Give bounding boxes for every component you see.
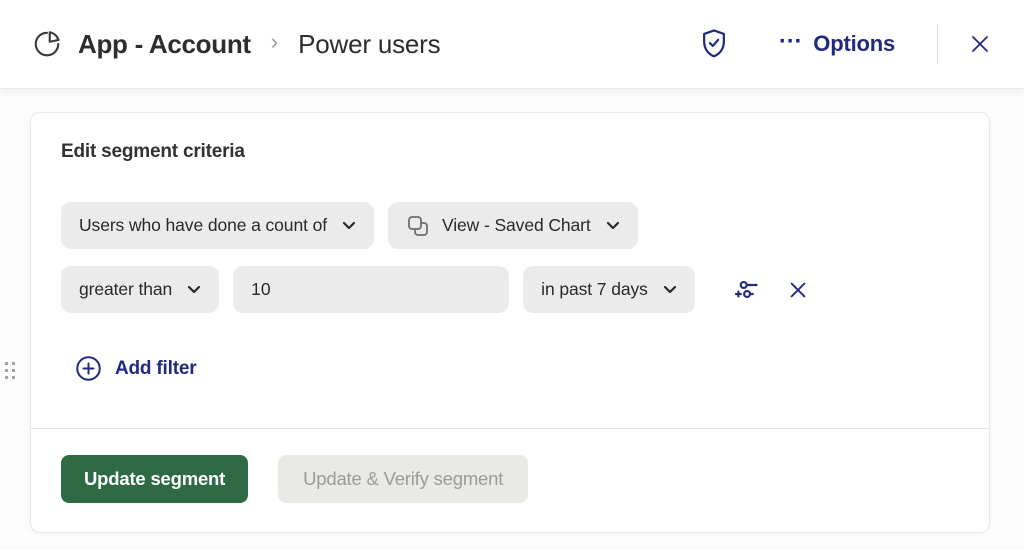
header-actions: ··· Options — [699, 24, 992, 64]
time-window-label: in past 7 days — [541, 279, 648, 299]
threshold-value-input[interactable] — [233, 266, 510, 313]
chevron-down-icon — [606, 221, 619, 230]
chevron-down-icon — [188, 285, 201, 294]
filter-sliders-add-icon — [734, 281, 758, 298]
time-window-dropdown[interactable]: in past 7 days — [523, 266, 695, 313]
options-label: Options — [813, 31, 895, 56]
panel-footer: Update segment Update & Verify segment — [31, 428, 989, 529]
chevron-down-icon — [663, 285, 676, 294]
operator-label: greater than — [79, 279, 173, 299]
pie-chart-icon — [34, 31, 60, 57]
edit-segment-panel: Edit segment criteria Users who have don… — [30, 112, 990, 533]
event-clause-dropdown[interactable]: Users who have done a count of — [61, 202, 374, 249]
criteria-row-event: Users who have done a count of View - Sa… — [61, 202, 959, 249]
header-divider — [937, 24, 938, 64]
header-bar: App - Account › Power users ··· Options — [0, 0, 1024, 88]
ellipsis-icon: ··· — [778, 28, 803, 55]
event-clause-label: Users who have done a count of — [79, 215, 327, 235]
update-segment-button[interactable]: Update segment — [61, 455, 249, 503]
drag-handle[interactable] — [5, 362, 15, 379]
operator-dropdown[interactable]: greater than — [61, 266, 220, 313]
update-verify-segment-button[interactable]: Update & Verify segment — [278, 455, 529, 503]
breadcrumb-page-title: Power users — [298, 28, 441, 59]
add-filter-label: Add filter — [115, 357, 197, 379]
saved-chart-icon — [408, 215, 428, 236]
event-target-dropdown[interactable]: View - Saved Chart — [388, 202, 638, 249]
panel-title: Edit segment criteria — [61, 141, 245, 162]
remove-condition-icon — [790, 282, 806, 297]
breadcrumb-separator: › — [270, 29, 279, 54]
close-icon — [972, 36, 988, 52]
criteria-row-condition: greater than in past 7 days — [61, 266, 959, 313]
shield-check-icon — [702, 29, 725, 58]
options-button[interactable]: ··· Options — [778, 28, 895, 58]
chevron-down-icon — [342, 221, 356, 230]
plus-circle-icon — [76, 356, 101, 381]
add-filter-button[interactable]: Add filter — [75, 355, 197, 382]
filter-sliders-add-button[interactable] — [733, 276, 760, 303]
event-target-label: View - Saved Chart — [442, 215, 591, 235]
condition-row-actions — [733, 276, 809, 303]
breadcrumb-app-title[interactable]: App - Account — [78, 28, 251, 59]
close-button[interactable] — [968, 32, 992, 56]
remove-condition-button[interactable] — [787, 279, 809, 301]
shield-check-button[interactable] — [699, 28, 729, 60]
